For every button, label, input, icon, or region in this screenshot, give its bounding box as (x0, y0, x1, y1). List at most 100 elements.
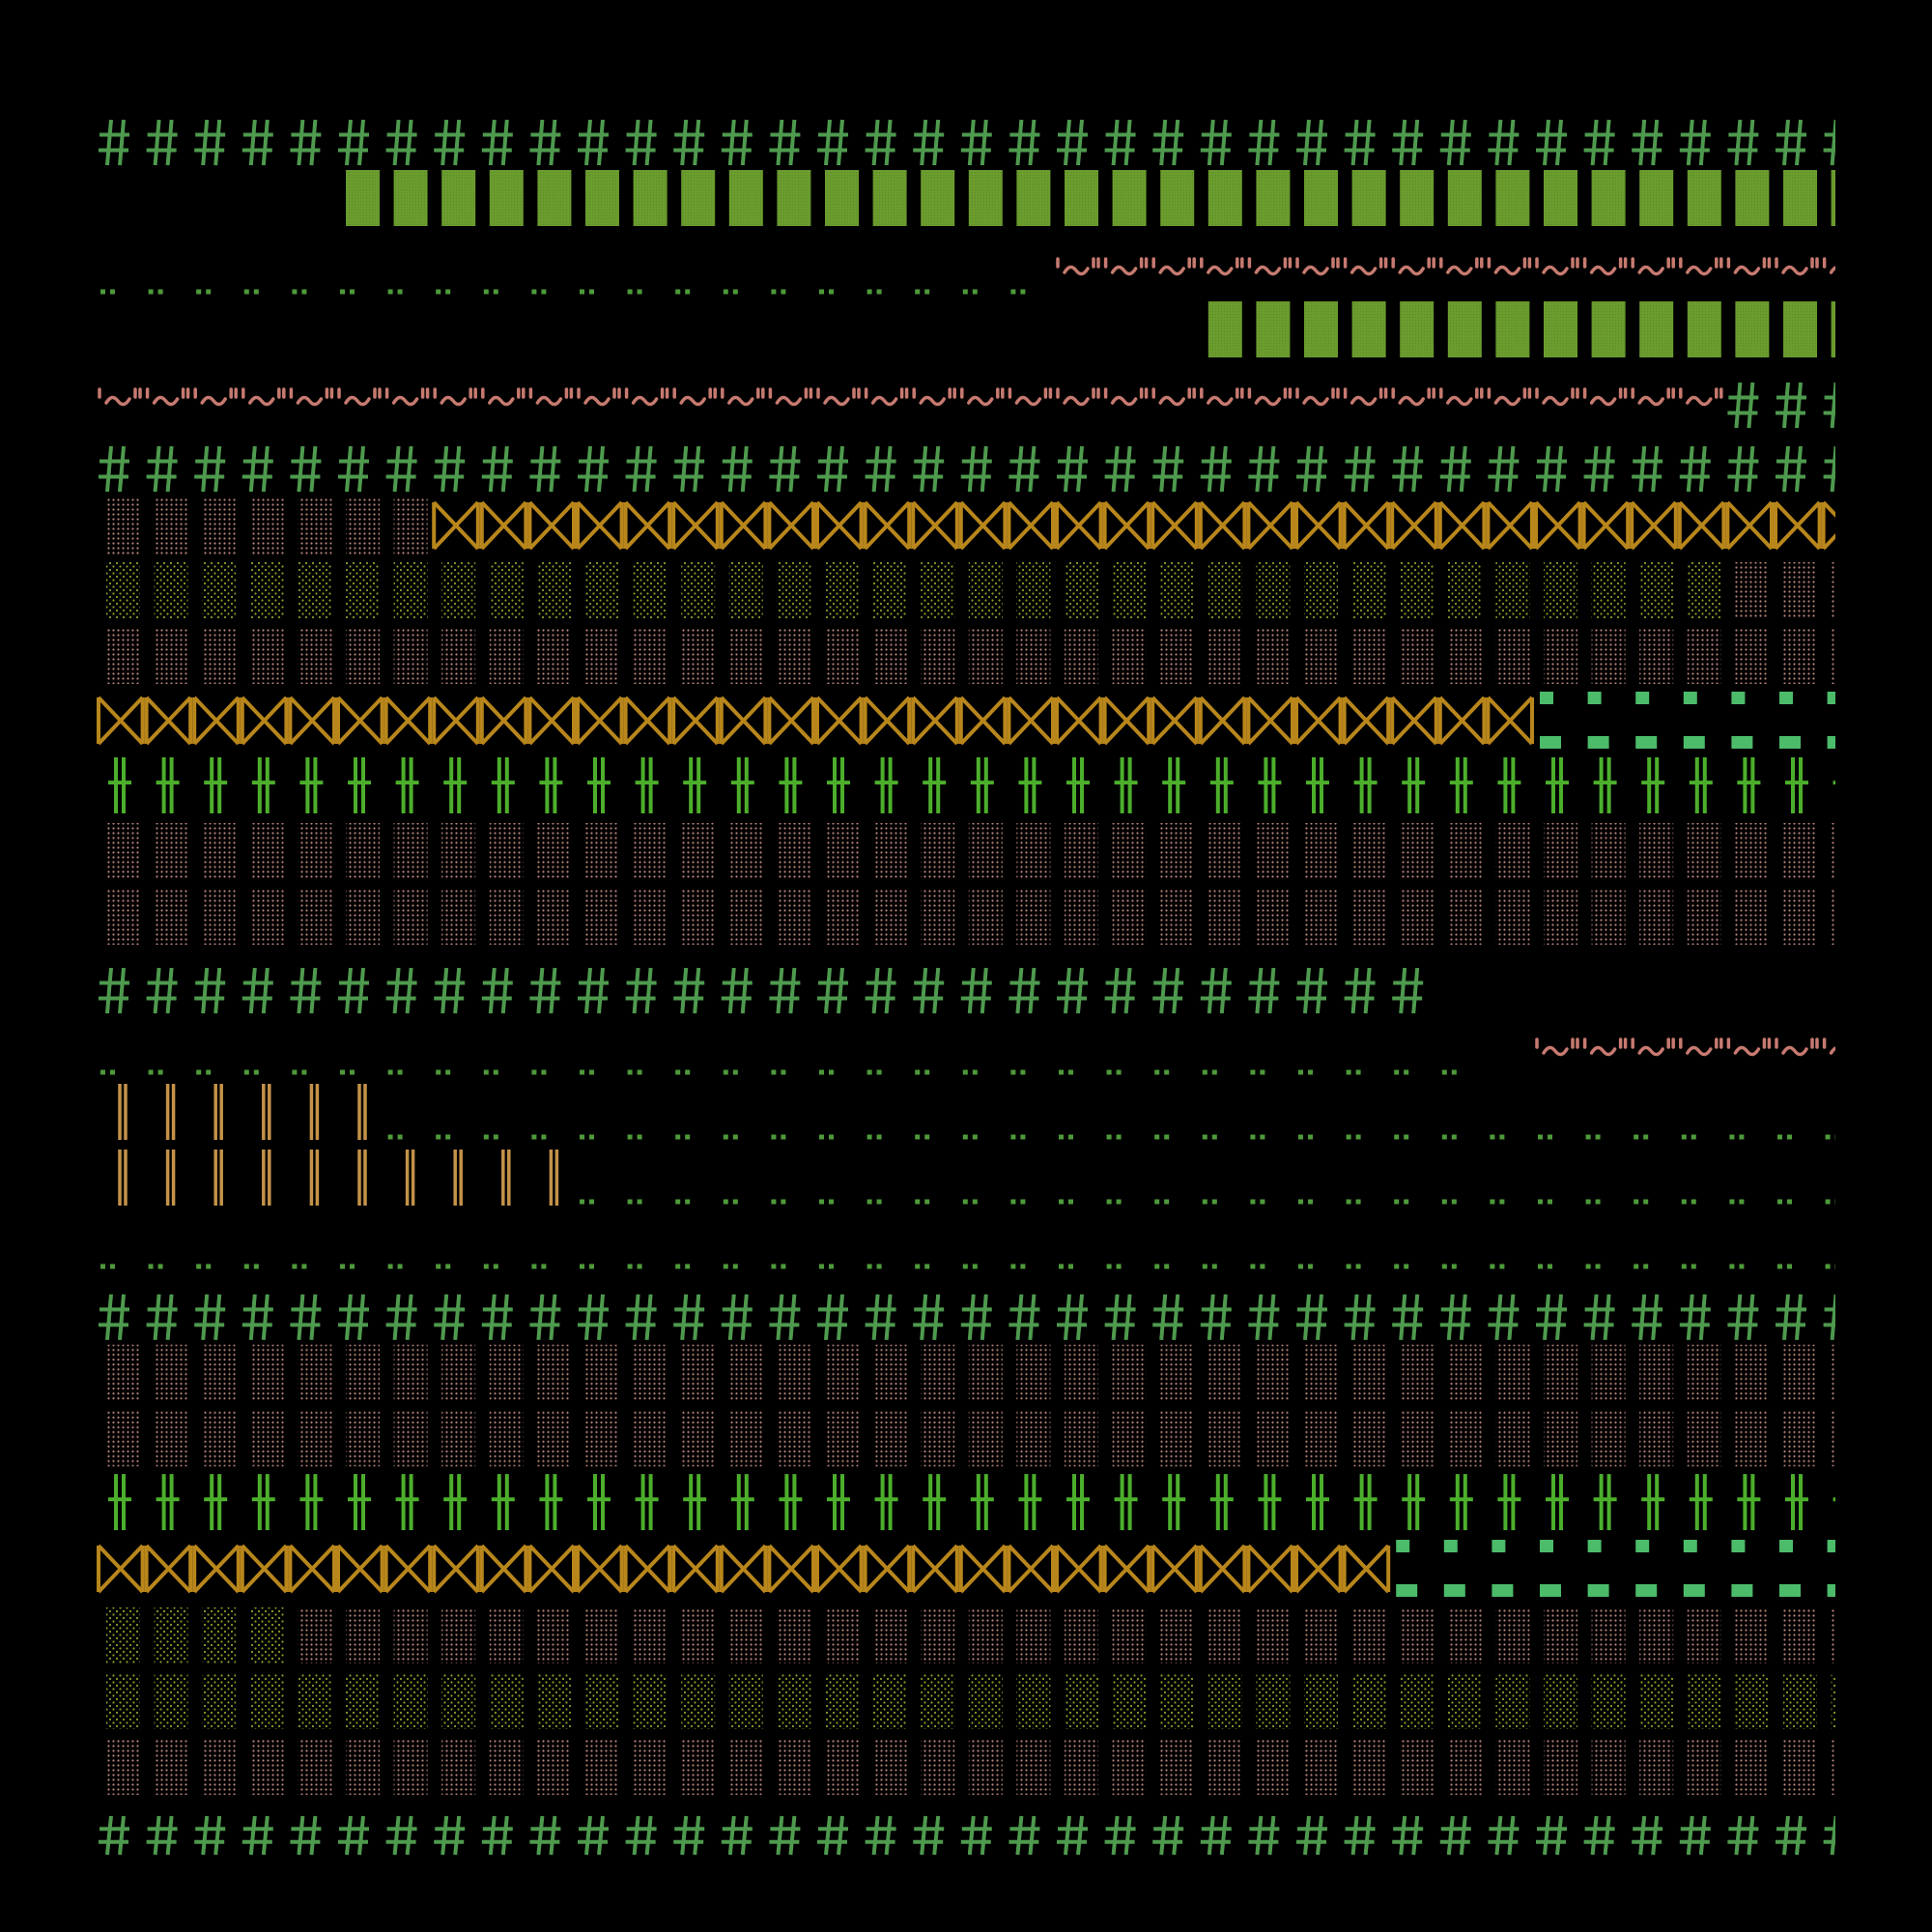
cross-glyph (251, 757, 275, 813)
dot-block-glyph (1304, 562, 1338, 618)
double-dot-glyph (340, 1069, 355, 1075)
hash-glyph (99, 967, 129, 1014)
hourglass-glyph (1007, 500, 1055, 551)
dot-block-glyph (106, 1739, 140, 1795)
dot-block-glyph (1495, 889, 1530, 945)
dot-block-glyph (1735, 1345, 1770, 1401)
hourglass-glyph (1342, 500, 1391, 551)
green-block-glyph (1735, 170, 1770, 226)
dot-block-glyph (872, 1673, 907, 1729)
dot-block-glyph (825, 889, 859, 945)
dot-block-glyph (777, 823, 811, 879)
wave-glyph (1247, 257, 1293, 276)
hourglass-glyph (1007, 696, 1055, 746)
dot-block-glyph (1016, 1410, 1051, 1466)
dot-block-glyph (1304, 1607, 1338, 1663)
dot-block-glyph (777, 1410, 811, 1466)
hash-glyph (1009, 967, 1040, 1014)
double-dot-glyph (962, 1199, 978, 1205)
hourglass-glyph (1055, 1544, 1103, 1594)
wave-glyph (337, 387, 382, 407)
hourglass-glyph (958, 1544, 1008, 1594)
double-dot-glyph (1346, 1069, 1361, 1075)
dot-block-glyph (106, 1607, 140, 1663)
dot-block-glyph (1591, 562, 1626, 618)
double-dot-glyph (1298, 1199, 1313, 1205)
dot-block-glyph (1544, 889, 1577, 945)
dot-block-glyph (968, 1607, 1003, 1663)
dot-block-glyph (1447, 1345, 1482, 1401)
hash-glyph (1057, 445, 1088, 493)
dot-block-glyph (921, 562, 955, 618)
dot-block-glyph (1208, 1345, 1242, 1401)
hash-glyph (960, 1293, 992, 1341)
hourglass-glyph (384, 696, 433, 746)
cross-glyph (1162, 757, 1186, 813)
dot-block-glyph (1831, 1410, 1835, 1466)
hash-glyph (1776, 119, 1806, 166)
dot-block-glyph (1447, 1739, 1482, 1795)
dot-block-glyph (728, 1345, 763, 1401)
green-block-glyph (1639, 170, 1674, 226)
dash-glyph (1731, 692, 1746, 704)
cross-glyph (587, 1474, 611, 1530)
cross-glyph (348, 757, 371, 813)
dot-block-glyph (1400, 1739, 1435, 1795)
double-bar-glyph (357, 1150, 367, 1206)
hash-glyph (960, 1815, 992, 1856)
hash-glyph (865, 119, 896, 166)
hash-glyph (385, 119, 417, 166)
green-block-glyph (633, 170, 668, 226)
dot-block-glyph (633, 1739, 668, 1795)
hash-glyph (434, 445, 466, 493)
hash-glyph (913, 1815, 945, 1856)
dot-block-glyph (1351, 1607, 1386, 1663)
hash-glyph (1057, 1293, 1088, 1341)
dot-block-glyph (1831, 1607, 1835, 1663)
dot-block-glyph (1831, 1345, 1835, 1401)
dot-block-glyph (1208, 1673, 1242, 1729)
hash-glyph (1488, 445, 1520, 493)
green-block-glyph (1112, 170, 1147, 226)
hourglass-glyph (1581, 500, 1631, 551)
dot-block-glyph (1208, 823, 1242, 879)
dot-block-glyph (1783, 562, 1817, 618)
dot-block-glyph (393, 1410, 428, 1466)
hash-glyph (721, 445, 753, 493)
dot-block-glyph (681, 562, 716, 618)
green-block-glyph (1016, 170, 1051, 226)
dot-block-glyph (1735, 628, 1770, 684)
hash-glyph (625, 119, 657, 166)
dot-block-glyph (1783, 1673, 1817, 1729)
wave-glyph (481, 387, 526, 407)
green-block-glyph (1783, 170, 1817, 226)
dot-block-glyph (1639, 1410, 1674, 1466)
double-dot-glyph (100, 1069, 115, 1075)
dot-block-glyph (1016, 1345, 1051, 1401)
dot-block-glyph (1831, 1673, 1835, 1729)
cross-glyph (683, 757, 707, 813)
double-dot-glyph (819, 1199, 834, 1205)
double-dot-glyph (1634, 1134, 1649, 1140)
double-dot-glyph (1585, 1264, 1601, 1269)
wave-glyph (1439, 387, 1484, 407)
dot-block-glyph (1544, 1345, 1577, 1401)
hourglass-glyph (1294, 1544, 1343, 1594)
cross-glyph (1209, 1474, 1234, 1530)
dot-block-glyph (202, 1607, 237, 1663)
double-dot-glyph (580, 289, 594, 295)
dot-block-glyph (346, 1739, 380, 1795)
hourglass-glyph (623, 1544, 672, 1594)
double-dot-glyph (387, 1264, 403, 1269)
dot-block-glyph (106, 889, 140, 945)
double-dot-glyph (1777, 1264, 1792, 1269)
hash-glyph (1679, 1293, 1711, 1341)
dot-block-glyph (1639, 1739, 1674, 1795)
dash-glyph (1540, 1584, 1561, 1597)
dash-glyph (1779, 1584, 1801, 1597)
cross-glyph (635, 1474, 659, 1530)
dot-block-glyph (1112, 889, 1147, 945)
double-bar-glyph (118, 1084, 128, 1140)
wave-glyph (1679, 387, 1723, 407)
hourglass-glyph (623, 696, 672, 746)
